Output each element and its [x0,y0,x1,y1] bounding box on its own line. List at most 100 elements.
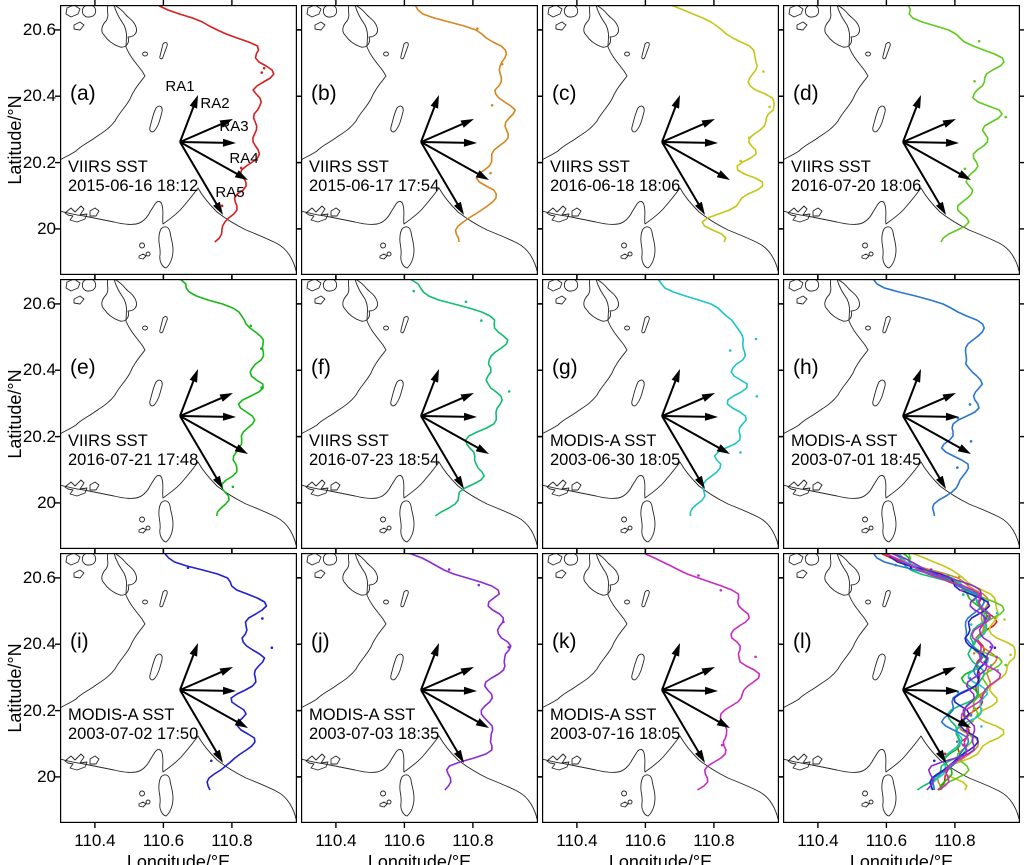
datetime-label: 2016-06-18 18:06 [550,177,680,195]
ra-label: RA2 [200,95,229,112]
front-fragment [220,204,224,208]
front-fragment [762,70,765,73]
panel-border [301,553,539,823]
panel-letter: (b) [311,82,337,105]
map-panel-i: (i) MODIS-A SST 2003-07-02 17:50 [55,548,302,828]
panel-border [783,279,1021,549]
front-fragment [960,588,964,592]
map-panel-c: (c) VIIRS SST 2016-06-18 18:06 [537,0,784,280]
front-fragment [260,347,263,350]
front-fragment [768,105,771,109]
front-advance-arrows [179,369,248,489]
front-fragment [739,451,742,454]
front-advance-arrows [661,369,730,489]
coastline [60,553,297,820]
front-fragment [973,80,976,83]
front-fragment [968,403,972,406]
datetime-label: 2016-07-23 18:54 [309,451,439,469]
x-axis-title: Longitude/°E [367,852,472,865]
x-tick-label: 110.6 [865,831,908,850]
coastline [60,5,297,272]
front-fragment [260,386,263,389]
y-tick-label: 20.6 [22,19,56,39]
front-fragment [480,319,483,322]
front-fragment [962,593,965,596]
sst-front-contour [157,5,275,243]
y-tick-label: 20 [37,492,56,512]
front-advance-arrows [661,643,730,763]
x-axis-title: Longitude/°E [608,852,713,865]
front-fragment [1003,618,1006,621]
panel-letter: (i) [70,630,89,653]
front-fragment [963,167,967,171]
coastline [783,279,1020,546]
y-tick-label: 20.2 [22,152,56,172]
panel-letter: (f) [311,356,331,379]
sensor-label: VIIRS SST [550,158,630,176]
sst-front-contour [669,5,775,243]
panel-border [783,5,1021,275]
y-axis-title: Latitude/°N [5,643,25,733]
x-tick-label: 110.8 [693,831,735,850]
front-fragment [932,759,936,763]
panel-letter: (a) [70,82,96,105]
datetime-label: 2003-07-02 17:50 [68,725,198,743]
front-fragment [728,349,732,352]
coastline [542,553,779,820]
y-tick-label: 20.6 [22,567,56,587]
front-fragment [270,646,274,650]
x-tick-label: 110.6 [142,831,185,850]
front-fragment [754,655,757,659]
front-fragment [995,655,998,659]
front-fragment [500,62,504,66]
front-advance-arrows [179,95,248,215]
x-tick-label: 110.4 [797,831,839,850]
front-fragment [464,300,468,304]
front-fragment [502,620,505,624]
coastline [301,279,538,546]
map-panel-h: (h) MODIS-A SST 2003-07-01 18:45 [778,274,1024,554]
datetime-label: 2015-06-17 17:54 [309,177,439,195]
sst-front-contour [872,279,985,517]
coastline [301,553,538,820]
front-fragment [989,645,992,649]
coastline [542,279,779,546]
front-advance-arrows [902,369,971,489]
panel-border [60,279,298,549]
front-fragment [972,652,976,655]
map-panel-a: (a) VIIRS SST 2015-06-16 18:12 RA1 RA2 RA3 RA4… [55,0,302,280]
sst-front-contour [163,553,268,791]
panel-border [301,279,539,549]
datetime-label: 2015-06-16 18:12 [68,177,198,195]
y-tick-label: 20.2 [22,426,56,446]
y-axis-title: Latitude/°N [5,369,25,459]
front-fragment [447,568,451,571]
map-panel-b: (b) VIIRS SST 2015-06-17 17:54 [296,0,543,280]
x-tick-label: 110.6 [624,831,667,850]
sensor-label: VIIRS SST [309,432,389,450]
front-advance-arrows [179,643,248,763]
panel-border [60,553,298,823]
front-fragment [260,71,264,74]
datetime-label: 2003-06-30 18:05 [550,451,680,469]
front-fragment [961,743,965,747]
front-fragment [476,27,479,30]
x-tick-label: 110.4 [556,831,598,850]
front-fragment [1004,663,1008,667]
front-fragment [955,740,959,743]
front-fragment [720,743,724,747]
axis-ticks [778,548,1024,828]
sst-front-contour [883,553,1002,791]
x-tick-label: 110.8 [211,831,253,850]
y-tick-label: 20.4 [22,86,56,106]
front-fragment [719,588,723,592]
panel-border [301,5,539,275]
map-panel-f: (f) VIIRS SST 2016-07-23 18:54 [296,274,543,554]
x-tick-label: 110.8 [934,831,976,850]
sensor-label: MODIS-A SST [309,706,415,724]
y-tick-label: 20.6 [22,293,56,313]
ra-label: RA3 [219,118,248,135]
y-tick-label: 20 [37,218,56,238]
x-axis-title: Longitude/°E [126,852,231,865]
panel-border [542,5,780,275]
